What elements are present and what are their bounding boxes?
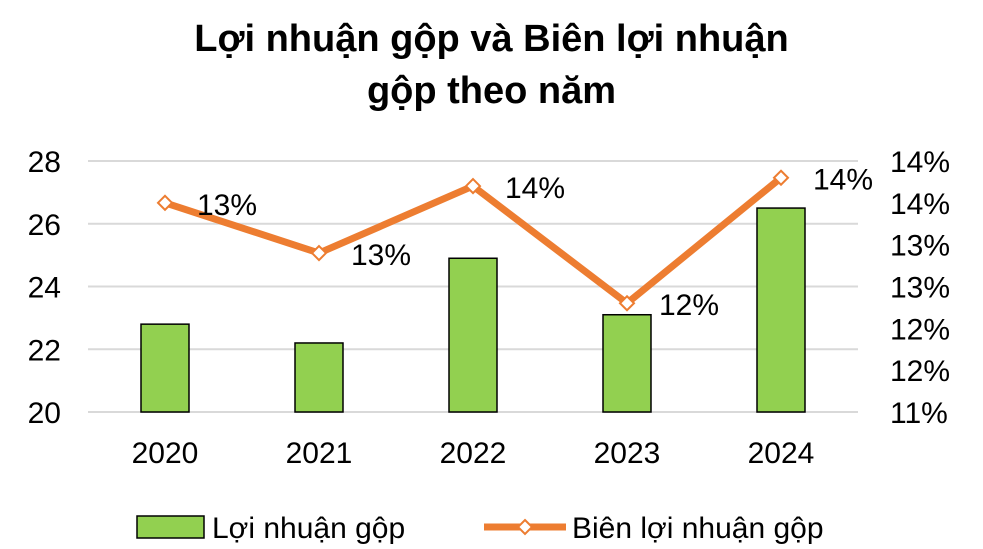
line-marker — [310, 244, 328, 262]
x-tick-label: 2022 — [440, 437, 507, 470]
y-right-tick-label: 14% — [890, 146, 950, 179]
y-left-tick-label: 28 — [28, 146, 61, 179]
x-tick-label: 2021 — [286, 437, 353, 470]
line-marker — [156, 194, 174, 212]
y-right-tick-label: 11% — [890, 397, 948, 430]
x-tick-label: 2020 — [132, 437, 199, 470]
legend-label: Lợi nhuận gộp — [212, 512, 405, 545]
chart-title-line-2: gộp theo năm — [366, 70, 617, 112]
y-right-tick-label: 13% — [890, 230, 950, 263]
bar — [294, 342, 344, 413]
line-marker — [772, 169, 790, 187]
bar — [756, 207, 806, 413]
data-label: 13% — [197, 189, 257, 222]
legend-swatch-bar — [136, 515, 205, 539]
legend-label: Biên lợi nhuận gộp — [572, 512, 824, 545]
data-label: 14% — [505, 172, 565, 205]
y-right-tick-label: 14% — [890, 188, 950, 221]
y-left-tick-label: 20 — [28, 397, 61, 430]
chart-title-line-1: Lợi nhuận gộp và Biên lợi nhuận — [194, 18, 789, 60]
bar — [140, 323, 190, 413]
y-left-tick-label: 24 — [28, 272, 61, 305]
x-tick-label: 2023 — [594, 437, 661, 470]
x-tick-label: 2024 — [748, 437, 815, 470]
y-left-tick-label: 22 — [28, 334, 61, 367]
data-label: 13% — [351, 239, 411, 272]
data-label: 12% — [659, 289, 719, 322]
bar — [448, 257, 498, 413]
data-label: 14% — [813, 164, 873, 197]
legend-swatch-marker — [516, 518, 534, 536]
line-marker — [618, 294, 636, 312]
y-right-tick-label: 13% — [890, 272, 950, 305]
y-right-tick-label: 12% — [890, 313, 950, 346]
line-marker — [464, 177, 482, 195]
y-left-tick-label: 26 — [28, 209, 61, 242]
bar — [602, 313, 652, 413]
y-right-tick-label: 12% — [890, 355, 950, 388]
